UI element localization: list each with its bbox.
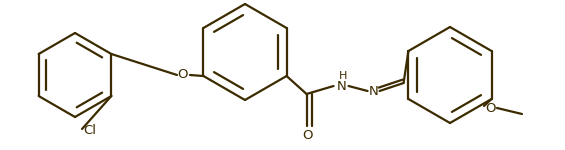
Text: N: N	[337, 80, 346, 93]
Text: O: O	[178, 69, 188, 81]
Text: N: N	[369, 84, 379, 98]
Text: O: O	[485, 102, 496, 114]
Text: Cl: Cl	[84, 124, 97, 138]
Text: O: O	[302, 129, 312, 141]
Text: H: H	[338, 71, 347, 81]
